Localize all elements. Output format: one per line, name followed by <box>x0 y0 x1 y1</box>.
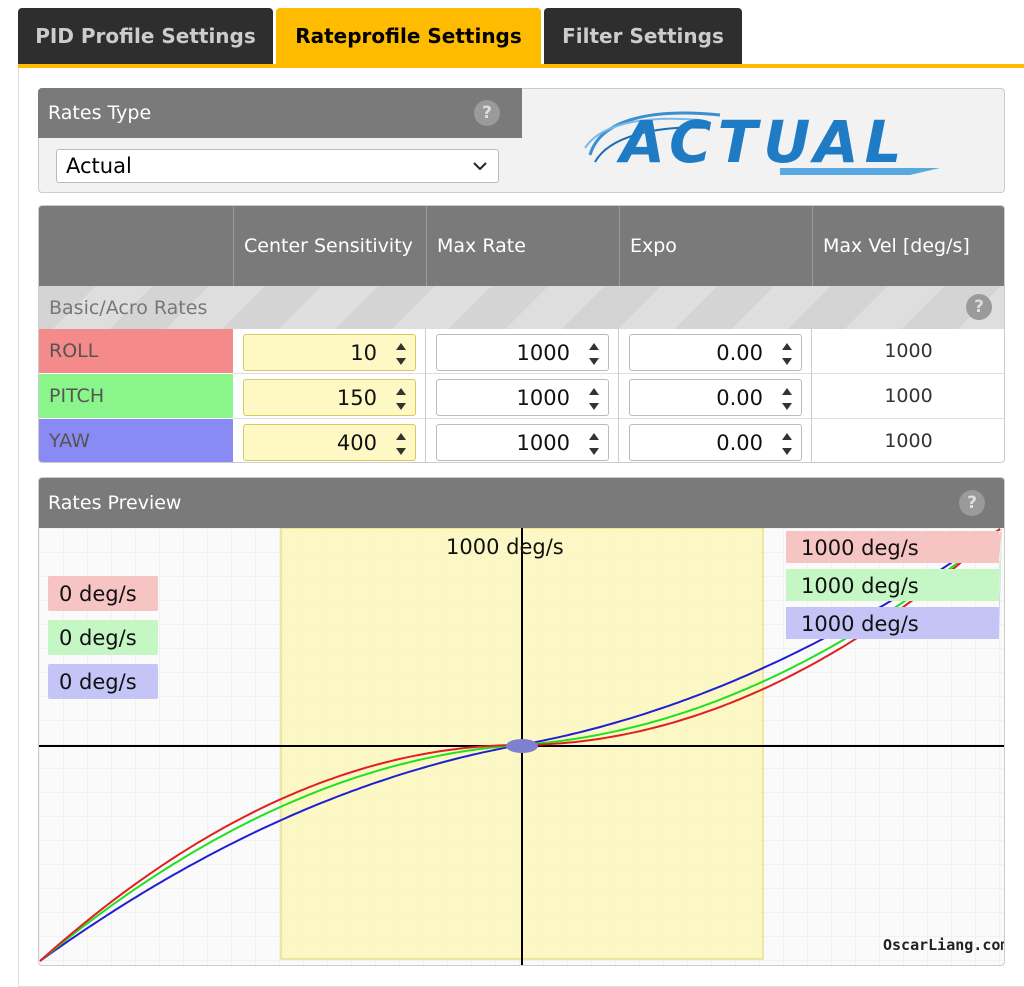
cell <box>619 374 812 419</box>
column-header: Max Rate <box>426 206 619 286</box>
label-pointer <box>999 529 1002 559</box>
axis-cell: PITCH <box>39 374 233 419</box>
tab[interactable]: Filter Settings <box>544 8 742 64</box>
rate-label: 1000 deg/s <box>801 574 919 598</box>
cell <box>426 329 619 374</box>
spinner[interactable] <box>586 384 602 414</box>
number-input[interactable]: 0.00 <box>629 334 802 371</box>
number-input[interactable]: 150 <box>243 379 416 416</box>
stick-position <box>506 739 538 753</box>
spinner[interactable] <box>393 384 409 414</box>
center-label: 1000 deg/s <box>446 535 564 559</box>
spinner[interactable] <box>393 339 409 369</box>
max-vel: 1000 <box>812 374 1004 419</box>
rates-type-header: Rates Type <box>38 88 522 138</box>
rates-table: Center Sensitivity Max Rate Expo Max Vel [d… <box>38 205 1005 463</box>
cell <box>233 374 426 419</box>
column-header: Max Vel [deg/s] <box>812 206 1004 286</box>
chevron <box>473 162 487 171</box>
rates-type-label: Rates Type <box>48 102 152 124</box>
preview-header: Rates Preview <box>39 478 1004 528</box>
section-row: Basic/Acro Rates <box>39 286 1004 329</box>
max-vel: 1000 <box>812 419 1004 462</box>
rate-label: 0 deg/s <box>59 670 137 694</box>
number-input[interactable]: 10 <box>243 334 416 371</box>
column-header: Center Sensitivity <box>233 206 426 286</box>
cell <box>233 419 426 462</box>
label-bg <box>48 620 158 655</box>
max-vel: 1000 <box>812 329 1004 374</box>
tab-underline <box>18 64 1024 68</box>
rate-label: 0 deg/s <box>59 626 137 650</box>
number-input[interactable]: 1000 <box>436 379 609 416</box>
column-header: Expo <box>619 206 812 286</box>
help-icon[interactable]: ? <box>959 490 985 516</box>
spinner[interactable] <box>779 339 795 369</box>
rate-label: 1000 deg/s <box>801 536 919 560</box>
watermark: OscarLiang.com <box>883 936 1005 954</box>
rates-preview: Rates Preview ? 1000 deg/s 1000 deg/s 100… <box>38 477 1005 966</box>
label-pointer <box>999 529 1002 635</box>
tab-active[interactable]: Rateprofile Settings <box>276 8 541 64</box>
spinner[interactable] <box>779 384 795 414</box>
spinner[interactable] <box>779 429 795 459</box>
table-header <box>39 206 1004 286</box>
spinner[interactable] <box>586 339 602 369</box>
cell <box>233 329 426 374</box>
number-input[interactable]: 0.00 <box>629 424 802 461</box>
cell <box>426 419 619 462</box>
label-bg <box>786 607 999 639</box>
label-bg <box>48 664 158 699</box>
spinner[interactable] <box>393 429 409 459</box>
label-bg <box>48 576 158 611</box>
rates-type-select[interactable]: Actual <box>56 149 499 183</box>
label-bg <box>786 531 999 563</box>
label-bg <box>786 569 999 601</box>
spinner[interactable] <box>586 429 602 459</box>
rates-plot: 1000 deg/s 1000 deg/s 1000 deg/s 1000 deg/… <box>39 528 1004 965</box>
cell <box>619 329 812 374</box>
number-input[interactable]: 1000 <box>436 334 609 371</box>
number-input[interactable]: 400 <box>243 424 416 461</box>
number-input[interactable]: 0.00 <box>629 379 802 416</box>
preview-title: Rates Preview <box>48 492 182 514</box>
rate-label: 0 deg/s <box>59 582 137 606</box>
axis-cell: YAW <box>39 419 233 462</box>
label-pointer <box>999 529 1002 597</box>
logo-text: ACTUAL <box>616 108 908 176</box>
number-input[interactable]: 1000 <box>436 424 609 461</box>
rate-label: 1000 deg/s <box>801 612 919 636</box>
select-value: Actual <box>66 154 132 178</box>
tab[interactable]: PID Profile Settings <box>18 8 273 64</box>
cell <box>619 419 812 462</box>
help-icon[interactable]: ? <box>966 294 992 320</box>
cell <box>426 374 619 419</box>
axis-cell: ROLL <box>39 329 233 374</box>
logo: ACTUAL <box>584 108 940 176</box>
help-icon[interactable]: ? <box>474 100 500 126</box>
